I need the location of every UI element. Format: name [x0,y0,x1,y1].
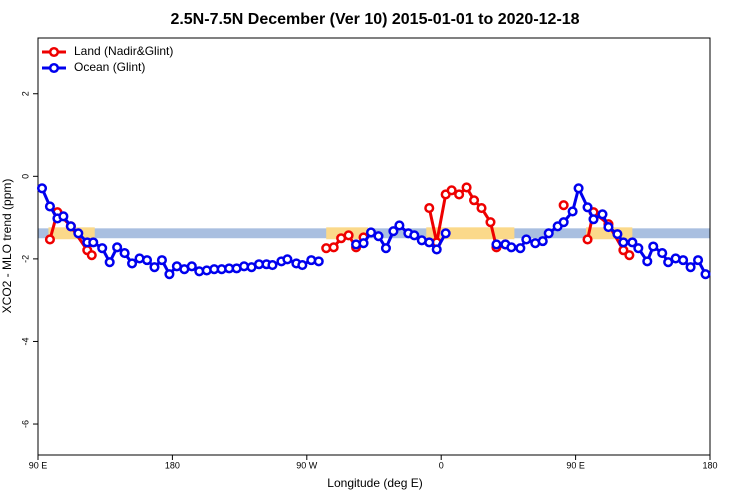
legend-marker [48,46,60,58]
data-point [388,226,399,237]
data-point [141,255,153,266]
data-point [44,234,55,245]
x-tick-label: 90 E [29,460,48,470]
chart-title: 2.5N-7.5N December (Ver 10) 2015-01-01 t… [170,11,579,28]
data-point [424,237,435,248]
legend-label: Ocean (Glint) [74,60,145,74]
data-point [424,203,435,214]
data-point [44,201,55,212]
data-point [267,260,278,271]
data-point [282,254,293,265]
data-point [461,182,472,193]
y-tick-label: 0 [20,174,30,179]
data-point [112,242,123,253]
data-point [558,217,569,228]
data-point [700,269,711,280]
data-point [380,243,391,254]
data-point [678,255,689,266]
data-point [588,214,599,225]
data-point [633,243,644,254]
data-point [149,262,160,273]
data-point [104,257,115,268]
data-point [582,234,593,245]
data-point [394,220,405,231]
data-point [328,242,339,253]
data-point [440,228,451,239]
x-tick-label: 90 W [296,460,318,470]
data-point [663,257,674,268]
data-point [573,183,584,194]
y-tick-label: -2 [20,255,30,263]
land-band [586,227,633,240]
land-band [426,227,515,240]
data-point [582,202,593,213]
data-point [119,248,130,259]
data-point [693,255,704,266]
data-point [164,269,175,280]
data-point [409,230,420,241]
data-point [73,228,84,239]
data-point [603,222,614,233]
land-band [48,227,95,240]
data-point [65,221,76,232]
data-point [88,237,99,248]
data-point [485,217,496,228]
data-point [521,234,532,245]
x-tick-label: 90 E [566,460,585,470]
data-point [597,209,608,220]
data-point [373,231,384,242]
data-point [657,248,668,259]
data-point [297,260,308,271]
legend-label: Land (Nadir&Glint) [74,44,173,58]
data-point [558,200,569,211]
data-point [543,228,554,239]
x-axis-title: Longitude (deg E) [327,476,422,490]
data-point [491,239,502,250]
y-tick-label: 2 [20,91,30,96]
data-point [627,237,638,248]
data-point [618,237,629,248]
data-point [58,211,69,222]
data-point [365,227,377,238]
data-point [358,238,369,249]
data-point [156,255,167,266]
data-point [685,262,696,273]
data-point [454,189,465,200]
legend-marker [48,62,60,74]
data-point [476,203,487,214]
data-point [186,261,197,272]
data-point [537,236,548,247]
data-point [648,241,659,252]
data-point [642,256,653,267]
data-point [515,243,526,254]
data-point [612,229,623,240]
y-axis-title: XCO2 - MLO trend (ppm) [0,179,14,314]
data-point [469,195,480,206]
data-point [36,183,48,194]
data-point [624,250,635,261]
x-tick-label: 0 [439,460,444,470]
data-point [343,230,354,241]
x-tick-label: 180 [702,460,717,470]
data-point [567,206,578,217]
data-point [446,185,457,196]
plot-frame [37,37,711,456]
x-tick-label: 180 [165,460,180,470]
data-point [97,243,108,254]
data-point [86,250,97,261]
y-tick-label: -6 [20,420,30,428]
data-point [127,258,138,269]
y-tick-label: -4 [20,337,30,345]
data-point [313,256,324,267]
data-point [506,242,517,253]
data-point [431,244,442,255]
